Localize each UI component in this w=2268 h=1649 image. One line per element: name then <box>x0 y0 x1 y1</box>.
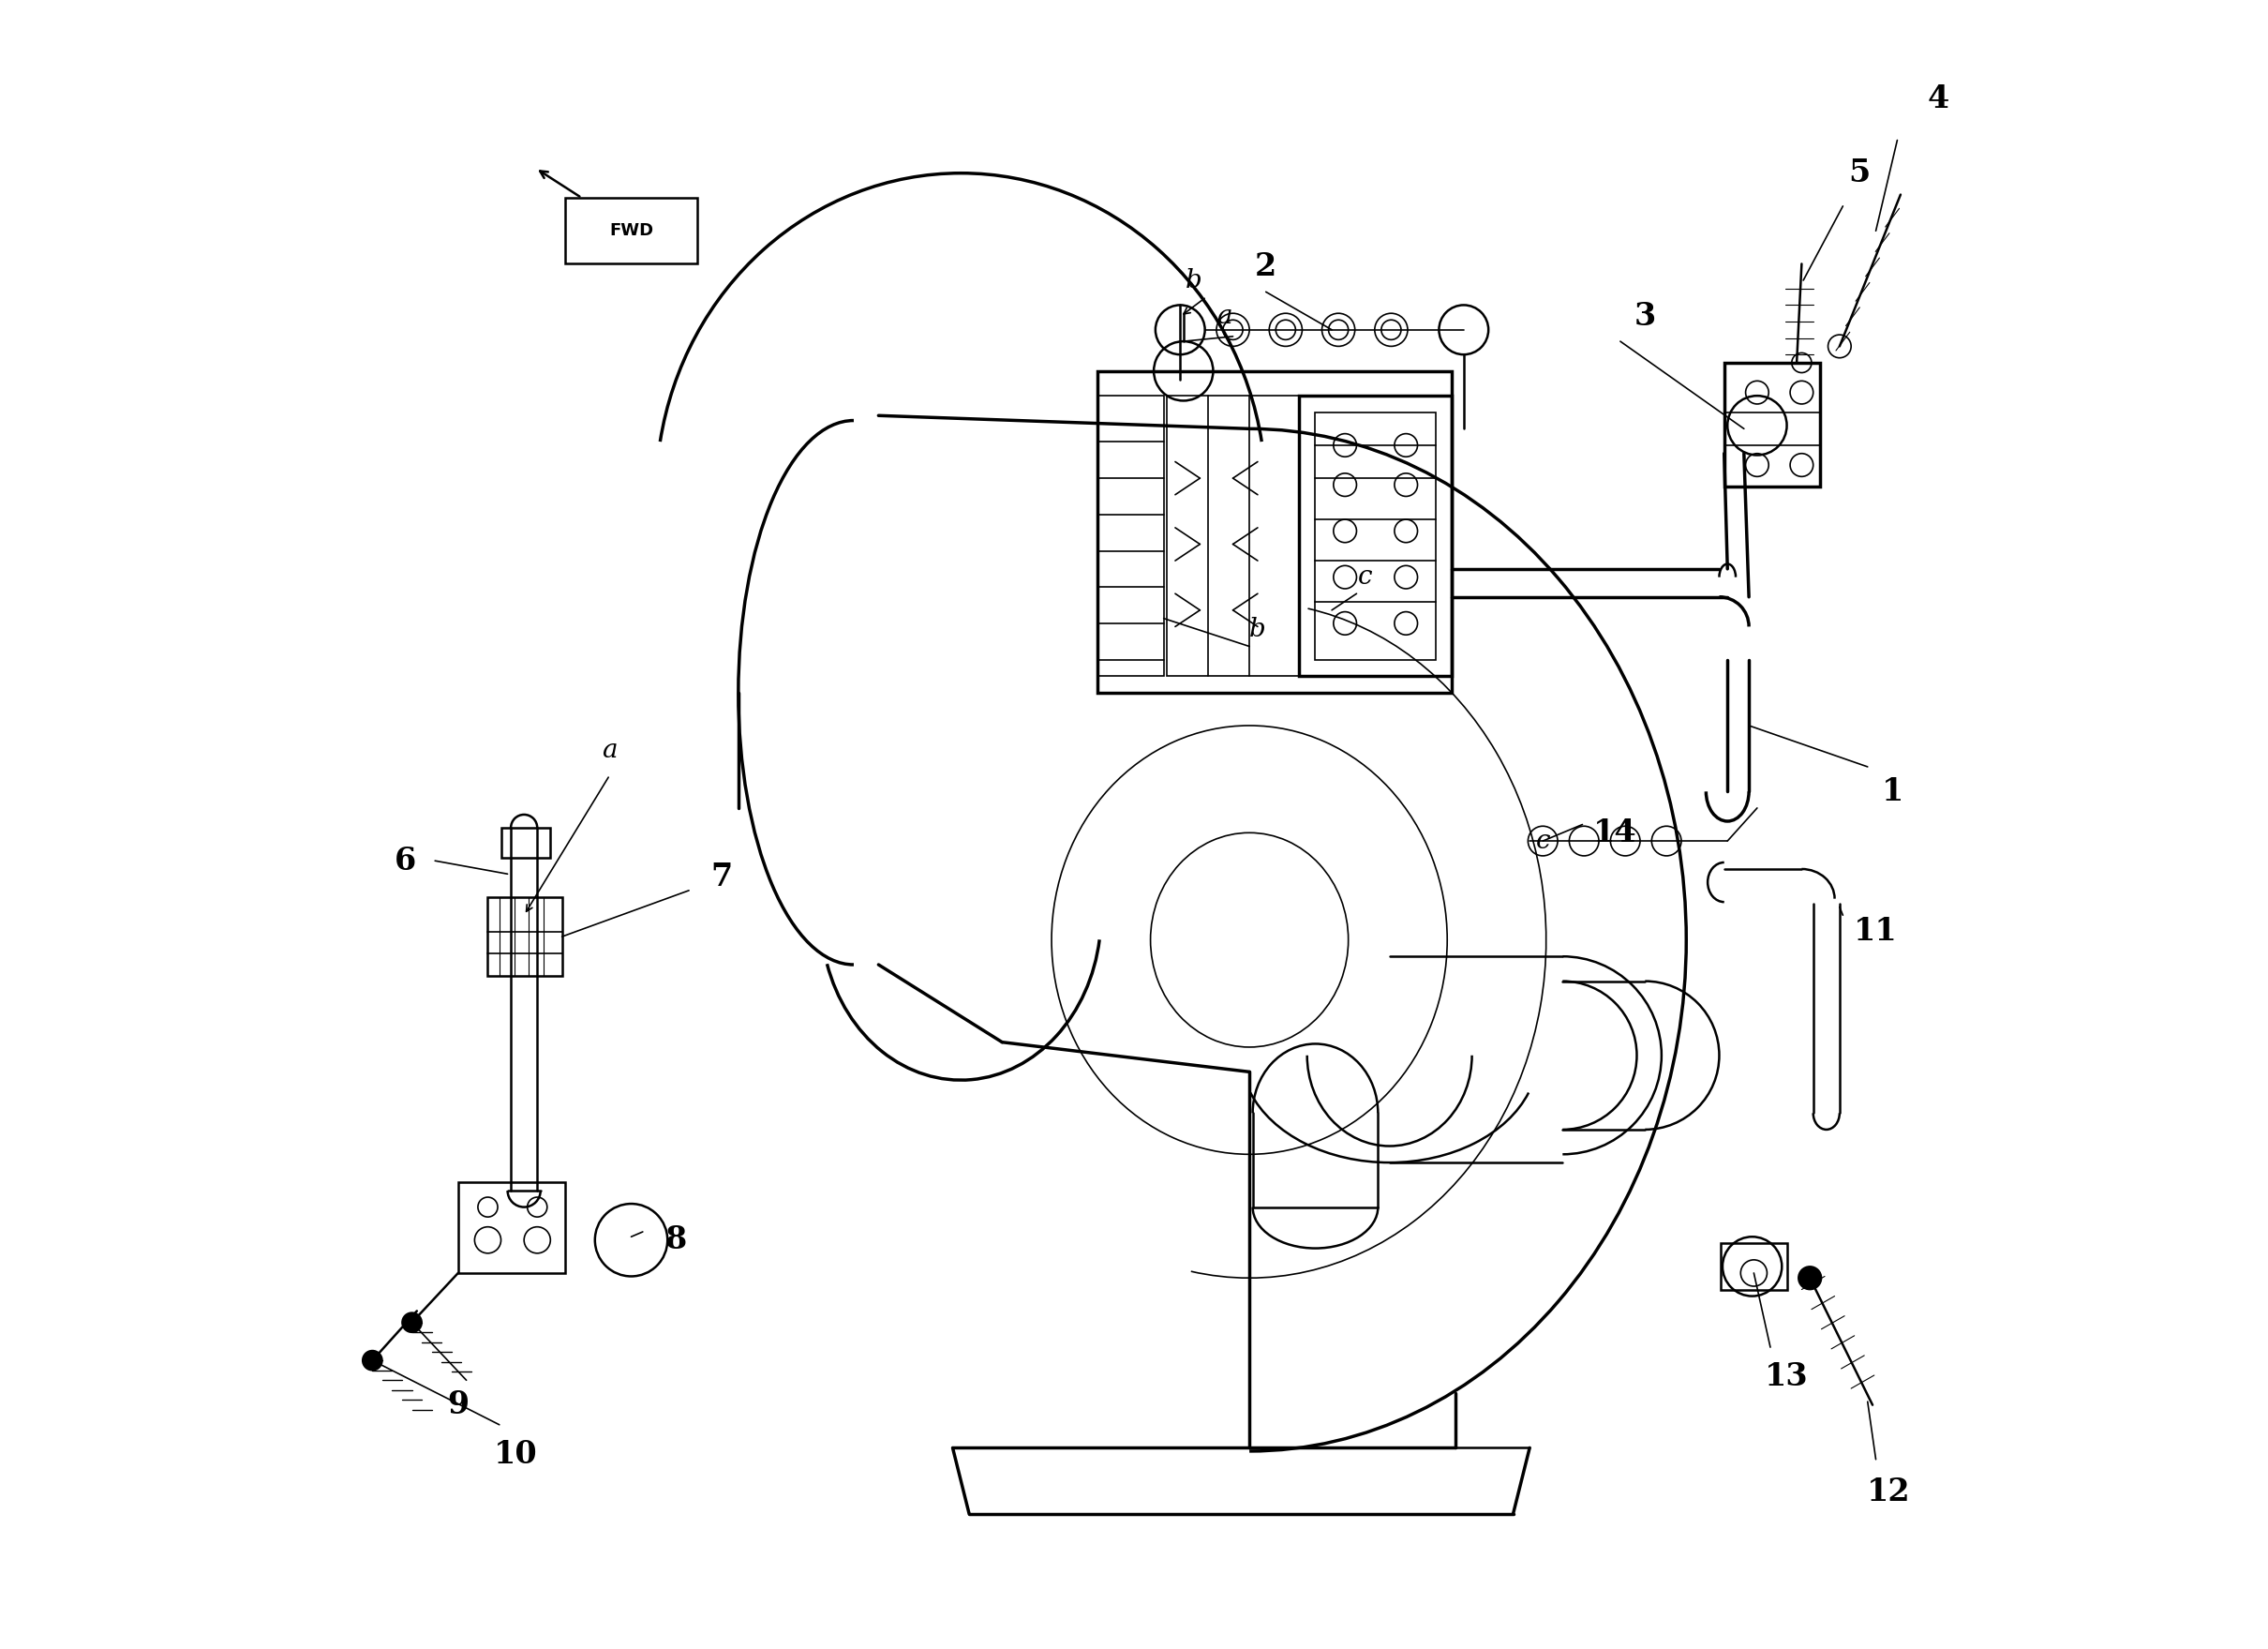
Text: FWD: FWD <box>610 223 653 239</box>
Text: 11: 11 <box>1853 917 1898 947</box>
Bar <box>1721 1243 1787 1290</box>
Bar <box>488 897 562 976</box>
Text: 4: 4 <box>1928 84 1950 114</box>
Bar <box>1724 363 1819 486</box>
Text: 13: 13 <box>1765 1362 1808 1392</box>
Bar <box>565 198 696 264</box>
Bar <box>1300 396 1452 676</box>
Text: c: c <box>1535 828 1549 854</box>
Text: c: c <box>1359 564 1372 590</box>
Circle shape <box>1799 1266 1821 1290</box>
Text: 12: 12 <box>1867 1478 1912 1507</box>
Text: 5: 5 <box>1848 158 1871 188</box>
Bar <box>1168 396 1300 676</box>
Text: b: b <box>1184 267 1202 294</box>
Text: 2: 2 <box>1254 252 1277 282</box>
Text: b: b <box>1250 617 1266 643</box>
Bar <box>1315 412 1436 660</box>
Text: 8: 8 <box>665 1225 687 1255</box>
Text: 14: 14 <box>1594 818 1637 848</box>
Text: 9: 9 <box>447 1390 469 1420</box>
Circle shape <box>363 1351 383 1370</box>
Text: 1: 1 <box>1882 777 1903 806</box>
Text: a: a <box>601 737 617 763</box>
Text: 10: 10 <box>494 1440 538 1469</box>
Text: a: a <box>1218 303 1232 330</box>
Bar <box>1098 371 1452 693</box>
Text: 3: 3 <box>1635 302 1656 331</box>
Bar <box>501 828 551 857</box>
Bar <box>458 1182 565 1273</box>
Text: 7: 7 <box>710 862 733 892</box>
Circle shape <box>401 1313 422 1332</box>
Bar <box>1098 396 1163 676</box>
Text: 6: 6 <box>395 846 417 876</box>
